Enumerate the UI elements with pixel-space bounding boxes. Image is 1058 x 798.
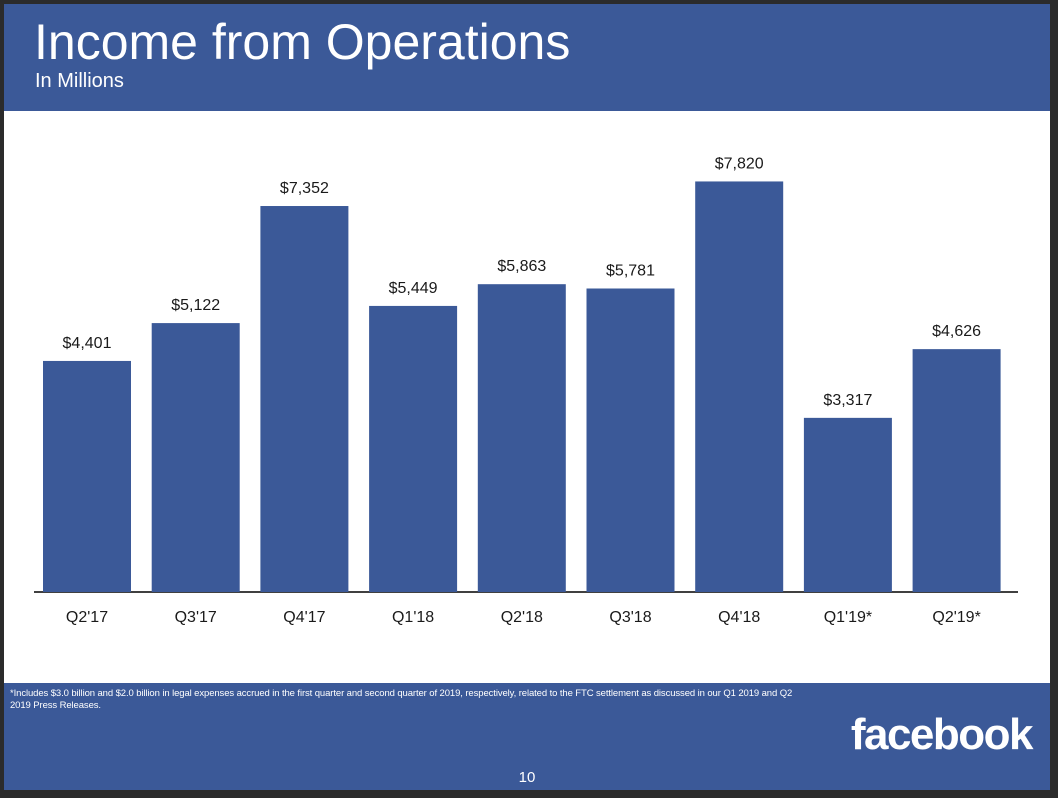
x-tick-label: Q3'18 bbox=[609, 609, 651, 626]
bar-Q2'17 bbox=[43, 360, 131, 592]
bar-value-label: $4,401 bbox=[63, 335, 112, 352]
bar-Q1'18 bbox=[369, 305, 458, 592]
bar-chart: $4,401 Q2'17 $5,122 Q3'17 $7,352 Q4'17 $5,449 Q… bbox=[34, 155, 1018, 626]
bar-value-label: $4,626 bbox=[932, 323, 981, 340]
slide-footer: *Includes $3.0 billion and $2.0 billion … bbox=[4, 683, 1050, 790]
x-tick-label: Q2'18 bbox=[501, 609, 543, 626]
bar-Q4'18 bbox=[695, 181, 784, 592]
x-tick-label: Q4'17 bbox=[283, 609, 325, 626]
slide-title: Income from Operations bbox=[34, 14, 571, 70]
x-tick-label: Q3'17 bbox=[175, 609, 217, 626]
slide: Income from Operations In Millions $4,40… bbox=[4, 4, 1050, 790]
bar-value-label: $5,863 bbox=[497, 258, 546, 275]
bar-Q3'17 bbox=[151, 323, 240, 592]
footnote: *Includes $3.0 billion and $2.0 billion … bbox=[10, 688, 793, 711]
bar-value-label: $3,317 bbox=[823, 392, 872, 409]
x-tick-label: Q1'18 bbox=[392, 609, 434, 626]
facebook-logo: facebook bbox=[850, 710, 1034, 759]
slide-header: Income from Operations In Millions bbox=[4, 4, 1050, 111]
bar-Q2'18 bbox=[477, 284, 566, 592]
bar-Q4'17 bbox=[260, 206, 349, 592]
slide-subtitle: In Millions bbox=[35, 70, 124, 92]
bar-value-label: $5,122 bbox=[171, 297, 220, 314]
bar-value-label: $5,781 bbox=[606, 262, 655, 279]
bar-Q1'19* bbox=[803, 417, 892, 592]
bar-Q2'19* bbox=[912, 349, 1001, 592]
x-tick-label: Q2'17 bbox=[66, 609, 108, 626]
x-tick-label: Q1'19* bbox=[824, 609, 872, 626]
bar-value-label: $5,449 bbox=[389, 280, 438, 297]
bar-Q3'18 bbox=[586, 288, 675, 592]
x-tick-label: Q2'19* bbox=[932, 609, 980, 626]
x-tick-label: Q4'18 bbox=[718, 609, 760, 626]
page-number: 10 bbox=[518, 769, 536, 786]
bar-value-label: $7,352 bbox=[280, 180, 329, 197]
bar-value-label: $7,820 bbox=[715, 155, 764, 172]
